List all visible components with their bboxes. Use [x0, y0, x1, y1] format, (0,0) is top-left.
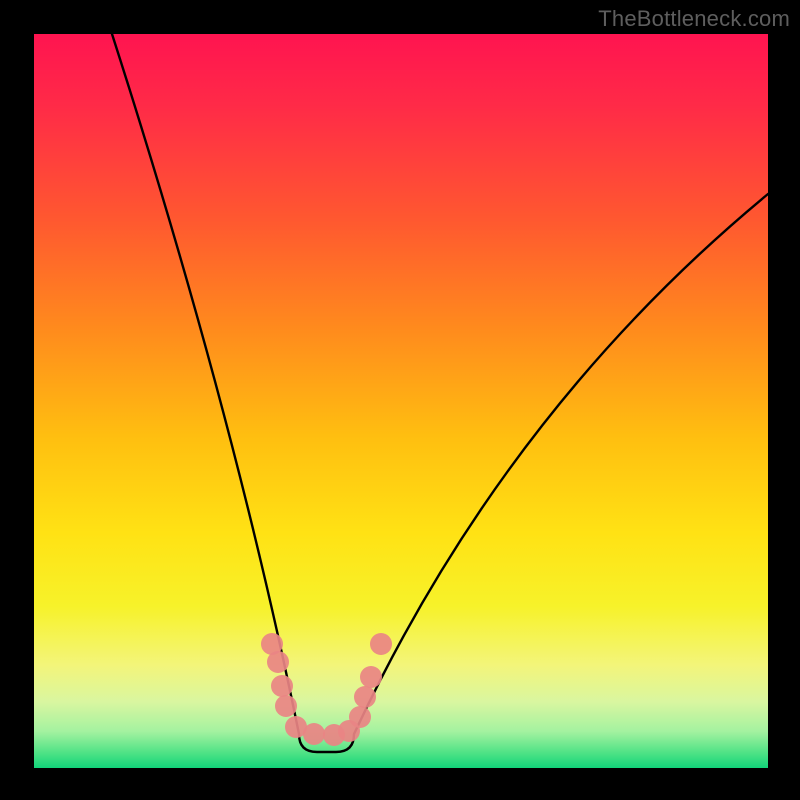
valley-marker — [349, 706, 371, 728]
chart-frame: TheBottleneck.com — [0, 0, 800, 800]
plot-area — [34, 34, 768, 768]
curve-overlay — [34, 34, 768, 768]
valley-marker — [275, 695, 297, 717]
valley-marker — [354, 686, 376, 708]
valley-marker — [360, 666, 382, 688]
bottleneck-curve — [112, 34, 768, 752]
watermark-text: TheBottleneck.com — [598, 6, 790, 32]
valley-marker — [370, 633, 392, 655]
valley-markers — [261, 633, 392, 746]
valley-marker — [303, 723, 325, 745]
valley-marker — [271, 675, 293, 697]
valley-marker — [267, 651, 289, 673]
